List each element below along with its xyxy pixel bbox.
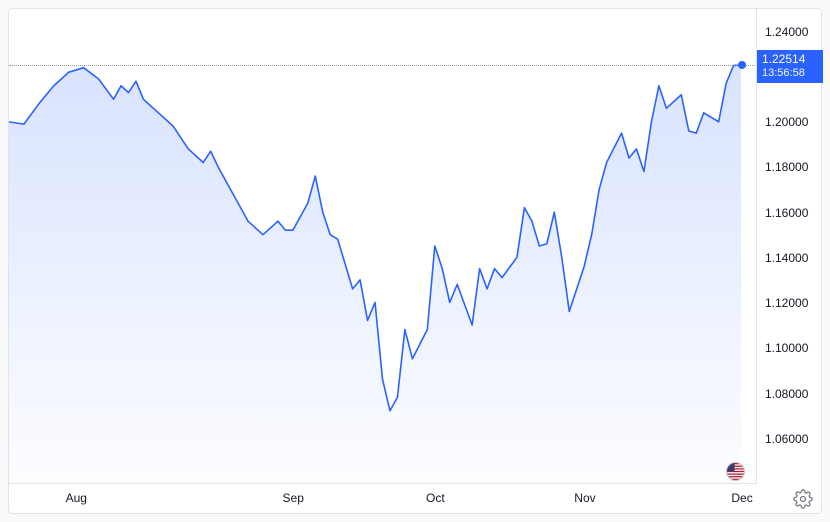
current-price-badge: 1.22514 13:56:58	[757, 50, 823, 83]
current-price-line	[9, 65, 757, 66]
current-price-time: 13:56:58	[762, 67, 818, 81]
y-tick-label: 1.14000	[757, 252, 823, 264]
y-tick-label: 1.06000	[757, 433, 823, 445]
flag-icon	[726, 462, 745, 481]
area-line-series	[9, 9, 756, 483]
y-tick-label: 1.12000	[757, 297, 823, 309]
x-tick-label: Oct	[426, 491, 445, 505]
x-tick-label: Aug	[66, 491, 87, 505]
settings-icon[interactable]	[793, 489, 813, 509]
x-tick-label: Nov	[574, 491, 595, 505]
plot-area[interactable]	[9, 9, 757, 484]
x-axis[interactable]: Aug Sep Oct Nov Dec	[9, 484, 757, 514]
last-price-marker	[738, 61, 746, 69]
y-tick-label: 1.24000	[757, 26, 823, 38]
y-tick-label: 1.10000	[757, 342, 823, 354]
y-tick-label: 1.16000	[757, 207, 823, 219]
x-tick-label: Dec	[731, 491, 752, 505]
x-tick-label: Sep	[283, 491, 304, 505]
y-tick-label: 1.20000	[757, 116, 823, 128]
y-tick-label: 1.18000	[757, 161, 823, 173]
current-price-value: 1.22514	[762, 52, 818, 67]
price-chart: 1.06000 1.08000 1.10000 1.12000 1.14000 1.160…	[8, 8, 822, 514]
y-tick-label: 1.08000	[757, 388, 823, 400]
